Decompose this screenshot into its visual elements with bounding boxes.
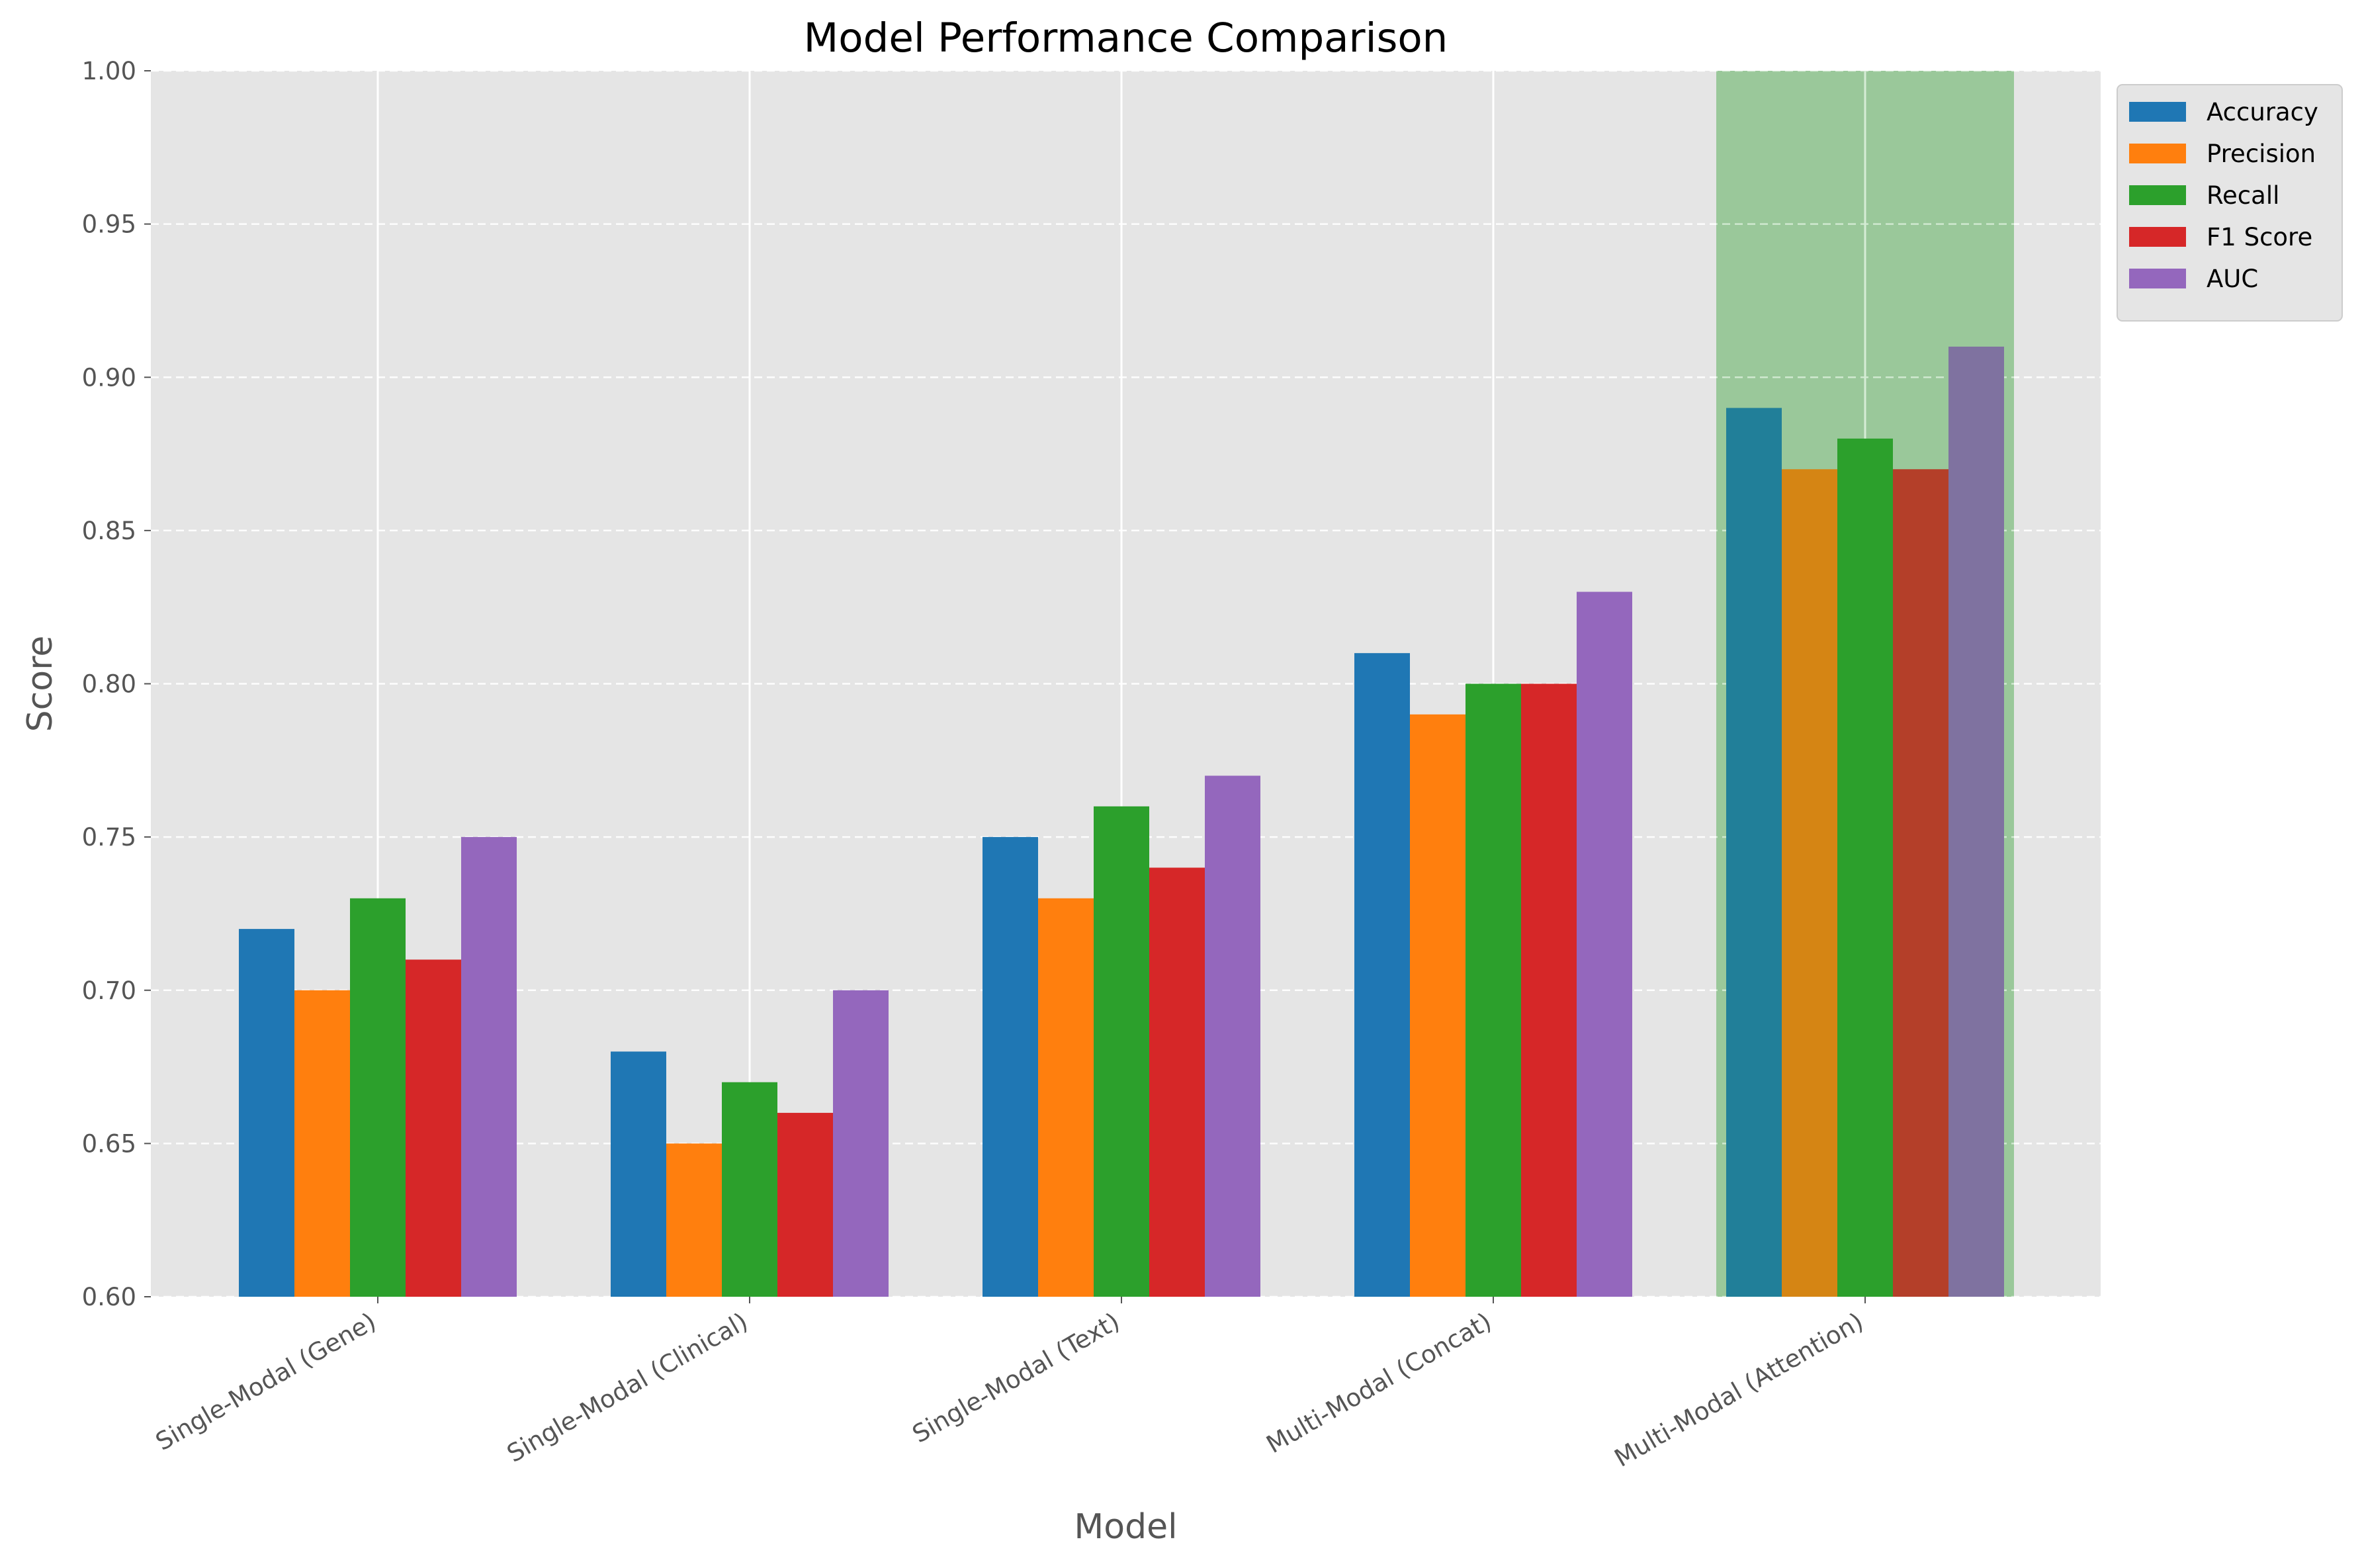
legend-swatch <box>2129 185 2186 205</box>
legend-label: Accuracy <box>2207 98 2318 126</box>
chart-title: Model Performance Comparison <box>804 15 1448 62</box>
bar <box>294 990 350 1297</box>
y-tick-label: 0.60 <box>82 1283 136 1311</box>
bar <box>1094 806 1149 1297</box>
bar <box>1837 438 1893 1297</box>
bar <box>1726 408 1782 1297</box>
legend-label: AUC <box>2207 265 2258 293</box>
legend-swatch <box>2129 144 2186 163</box>
y-tick-label: 0.70 <box>82 977 136 1005</box>
bar <box>1410 714 1465 1297</box>
bar <box>239 929 294 1297</box>
legend-label: Recall <box>2207 181 2279 210</box>
highlight-overlay <box>1716 71 2014 1297</box>
bar <box>406 959 461 1297</box>
legend-swatch <box>2129 227 2186 247</box>
y-tick-label: 0.90 <box>82 363 136 392</box>
y-tick-label: 0.95 <box>82 210 136 239</box>
bar <box>350 898 406 1297</box>
bar <box>1465 683 1521 1297</box>
y-tick-label: 0.80 <box>82 670 136 699</box>
legend: Accuracy Precision Recall F1 Score AUC <box>2117 84 2343 322</box>
bar <box>1577 591 1632 1297</box>
x-axis-label: Model <box>1074 1507 1177 1547</box>
bar <box>1205 775 1260 1297</box>
legend-swatch <box>2129 269 2186 288</box>
bar <box>1948 346 2004 1297</box>
legend-label: F1 Score <box>2207 223 2312 251</box>
bars-layer <box>239 71 2014 1297</box>
bar <box>666 1143 722 1297</box>
bar <box>1149 867 1205 1297</box>
bar <box>1038 898 1094 1297</box>
legend-label: Precision <box>2207 140 2316 168</box>
y-tick-label: 1.00 <box>82 57 136 85</box>
legend-swatch <box>2129 102 2186 122</box>
y-tick-label: 0.75 <box>82 823 136 851</box>
bar <box>611 1051 666 1297</box>
y-axis-label: Score <box>21 636 60 732</box>
bar <box>777 1113 833 1297</box>
bar <box>1893 469 1948 1297</box>
bar <box>983 837 1038 1297</box>
y-tick-label: 0.85 <box>82 517 136 545</box>
bar <box>461 837 517 1297</box>
bar <box>722 1082 777 1297</box>
bar <box>833 990 889 1297</box>
bar <box>1521 683 1577 1297</box>
bar <box>1354 653 1410 1297</box>
y-tick-label: 0.65 <box>82 1129 136 1158</box>
bar <box>1782 469 1837 1297</box>
